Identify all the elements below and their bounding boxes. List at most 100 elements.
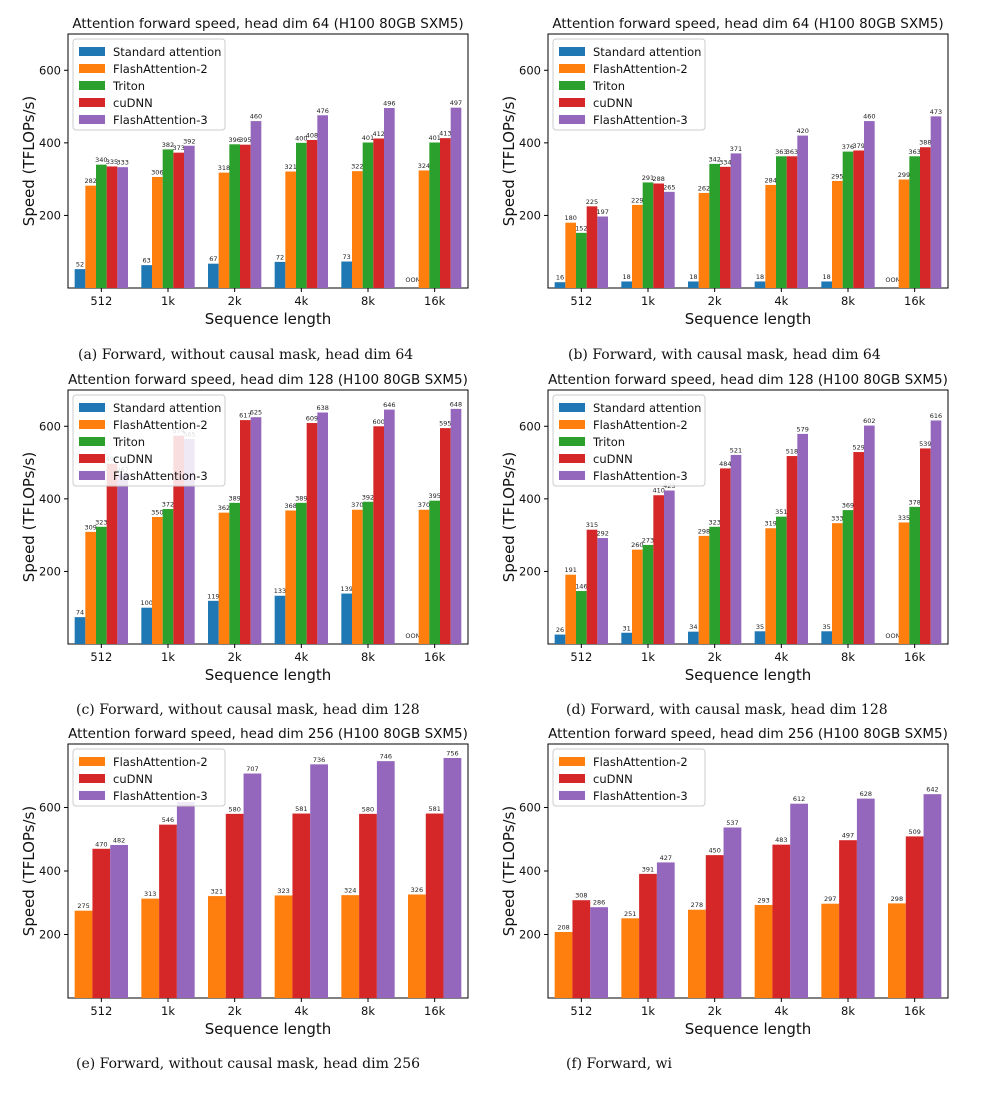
x-tick-label: 1k (161, 650, 175, 664)
bar-flashattention-2 (688, 909, 706, 998)
bar-triton (229, 502, 240, 644)
legend-label-standard-attention: Standard attention (593, 401, 701, 415)
legend-box (552, 394, 706, 487)
chart-panel-b: Attention forward speed, head dim 64 (H1… (500, 10, 980, 340)
data-label: 298 (698, 527, 710, 535)
data-label: 152 (575, 224, 587, 232)
chart-panel-f: Attention forward speed, head dim 256 (H… (500, 720, 980, 1050)
legend-box (552, 748, 706, 807)
chart-panel-a: Attention forward speed, head dim 64 (H1… (20, 10, 500, 340)
bar-flashattention-3 (597, 216, 608, 288)
bar-cudnn (772, 844, 791, 998)
legend-swatch-cudnn (79, 98, 105, 107)
bar-standard-attention (754, 281, 766, 288)
bar-standard-attention (341, 261, 352, 288)
bar-flashattention-2 (832, 180, 843, 288)
bar-flashattention-2 (141, 898, 160, 998)
x-tick-label: 512 (570, 294, 592, 308)
legend-swatch-triton (559, 81, 585, 90)
data-label: 293 (757, 896, 769, 904)
bar-flashattention-2 (218, 172, 230, 288)
x-tick-label: 16k (424, 294, 446, 308)
bar-flashattention-2 (632, 204, 643, 288)
bar-standard-attention (208, 600, 219, 644)
y-tick-label: 200 (519, 564, 541, 578)
bar-cudnn (905, 836, 924, 998)
data-label: 323 (708, 518, 720, 526)
obscured-caption-region (678, 1040, 963, 1082)
x-tick-label: 4k (294, 650, 308, 664)
data-label: 363 (775, 148, 787, 156)
data-label: 400 (295, 134, 307, 142)
data-label: 335 (106, 158, 118, 166)
bar-flashattention-2 (418, 170, 430, 288)
bar-triton (909, 506, 920, 644)
data-label: 581 (428, 805, 440, 813)
x-tick-label: 4k (774, 650, 788, 664)
bar-cudnn (586, 529, 598, 644)
data-label: 63 (143, 257, 151, 265)
data-label: 595 (439, 420, 451, 428)
data-label: 369 (842, 502, 854, 510)
bar-cudnn (853, 452, 864, 644)
legend-swatch-flashattention-2 (559, 64, 585, 73)
legend-swatch-flashattention-3 (559, 471, 585, 480)
data-label: 298 (891, 895, 903, 903)
legend-label-flashattention-2: FlashAttention-2 (113, 62, 208, 76)
data-label: 396 (228, 136, 240, 144)
bar-triton (362, 501, 374, 644)
figure-caption-e: (e) Forward, without causal mask, head d… (76, 1056, 421, 1072)
data-label: 180 (564, 214, 576, 222)
bar-flashattention-3 (310, 764, 328, 998)
data-label: 73 (343, 253, 351, 261)
bar-flashattention-2 (285, 171, 296, 288)
data-label: 18 (623, 273, 631, 281)
bar-flashattention-3 (597, 538, 608, 644)
bar-flashattention-3 (730, 454, 742, 644)
bar-flashattention-2 (341, 895, 360, 998)
legend-swatch-flashattention-2 (79, 420, 105, 429)
data-label: 288 (652, 175, 664, 183)
bar-cudnn (572, 900, 591, 998)
data-label: 401 (362, 134, 374, 142)
legend-label-cudnn: cuDNN (593, 96, 633, 110)
bar-flashattention-3 (443, 757, 462, 998)
x-tick-label: 512 (90, 1004, 112, 1018)
chart-panel-d: Attention forward speed, head dim 128 (H… (500, 366, 980, 696)
data-label: 392 (362, 493, 374, 501)
legend-label-triton: Triton (112, 79, 145, 93)
data-label: 382 (162, 141, 174, 149)
bar-flashattention-3 (664, 191, 675, 288)
data-label: 318 (218, 164, 230, 172)
x-tick-label: 2k (228, 650, 242, 664)
legend-swatch-triton (79, 81, 105, 90)
chart-svg: Attention forward speed, head dim 64 (H1… (20, 16, 469, 328)
data-label: 308 (575, 892, 587, 900)
legend-label-cudnn: cuDNN (593, 772, 633, 786)
bar-flashattention-3 (856, 798, 875, 998)
bar-standard-attention (821, 631, 832, 644)
data-label: 34 (689, 623, 697, 631)
data-label: 313 (144, 890, 156, 898)
bar-triton (429, 500, 440, 644)
data-label: 617 (239, 412, 251, 420)
data-label: 372 (162, 501, 174, 509)
bar-flashattention-3 (656, 862, 675, 998)
data-label: 67 (209, 255, 217, 263)
data-label: 295 (831, 172, 843, 180)
bar-standard-attention (554, 634, 566, 644)
x-axis-label: Sequence length (685, 666, 812, 684)
data-label: 581 (295, 805, 307, 813)
legend-swatch-flashattention-3 (559, 791, 585, 800)
data-label: 321 (284, 163, 296, 171)
bar-flashattention-2 (152, 176, 163, 288)
data-label: 378 (908, 498, 920, 506)
bar-standard-attention (274, 261, 286, 288)
data-label: 600 (372, 418, 384, 426)
x-tick-label: 4k (774, 1004, 788, 1018)
data-label: 324 (418, 162, 430, 170)
legend-label-flashattention-3: FlashAttention-3 (593, 789, 688, 803)
x-tick-label: 2k (708, 650, 722, 664)
y-tick-label: 400 (39, 492, 61, 506)
bar-cudnn (920, 147, 931, 288)
